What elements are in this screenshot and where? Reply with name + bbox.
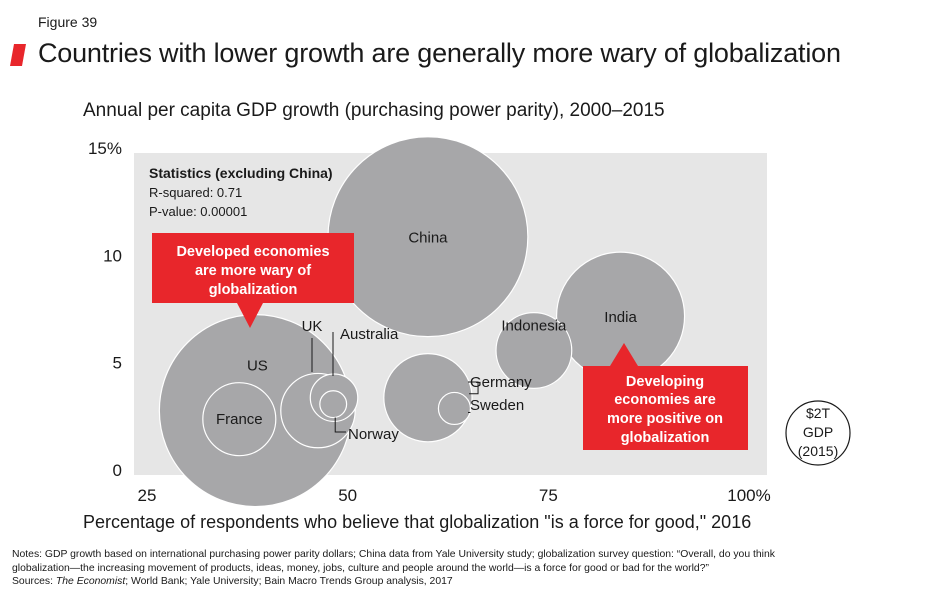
developed-economies-callout: Developed economies are more wary of glo…	[152, 233, 354, 328]
sources-italic: The Economist	[55, 576, 126, 587]
sources-rest: ; World Bank; Yale University; Bain Macr…	[125, 576, 453, 587]
legend-line: GDP	[803, 424, 833, 440]
label-australia: Australia	[340, 326, 399, 343]
callout-line: globalization	[621, 430, 710, 446]
x-tick-label: 100%	[727, 486, 770, 505]
x-tick-label: 75	[539, 486, 558, 505]
sources-line: Sources: The Economist; World Bank; Yale…	[12, 575, 942, 589]
chart-title: Countries with lower growth are generall…	[38, 38, 841, 68]
label-france: France	[216, 411, 263, 428]
notes-line: globalization—the increasing movement of…	[12, 562, 709, 574]
bubble-sweden	[437, 391, 472, 426]
leader-line-norway	[334, 417, 346, 433]
notes-line: Notes: GDP growth based on international…	[12, 549, 775, 560]
label-china: China	[408, 230, 448, 247]
callout-line: Developing	[626, 374, 704, 390]
y-tick-label: 10	[103, 246, 122, 265]
label-germany: Germany	[470, 374, 532, 391]
y-tick-label: 0	[113, 461, 122, 480]
title-accent-mark	[10, 44, 26, 66]
figure-label: Figure 39	[38, 14, 98, 30]
bubble-france	[202, 382, 277, 457]
label-sweden: Sweden	[470, 397, 524, 414]
bubble-indonesia	[495, 312, 573, 389]
y-tick-label: 15%	[88, 139, 122, 158]
developing-economies-callout: Developing economies are more positive o…	[583, 343, 748, 450]
label-uk: UK	[302, 318, 323, 335]
label-norway: Norway	[348, 426, 399, 443]
x-tick-label: 50	[338, 486, 357, 505]
y-axis-title: Annual per capita GDP growth (purchasing…	[83, 100, 665, 121]
x-axis-title: Percentage of respondents who believe th…	[83, 512, 752, 532]
callout-line: economies are	[614, 392, 716, 408]
callout-line: globalization	[209, 282, 298, 298]
x-tick-label: 25	[138, 486, 157, 505]
label-us: US	[247, 358, 268, 375]
callout-line: are more wary of	[195, 263, 311, 279]
bubble-size-legend: $2T GDP (2015)	[785, 400, 851, 466]
legend-line: (2015)	[798, 443, 838, 459]
legend-circle	[785, 400, 851, 466]
footnotes: Notes: GDP growth based on international…	[12, 548, 942, 589]
callout-line: Developed economies	[176, 244, 329, 260]
label-india: India	[604, 309, 637, 326]
label-indonesia: Indonesia	[501, 317, 567, 334]
statistics-heading: Statistics (excluding China)	[149, 165, 333, 181]
bubble-norway	[319, 390, 348, 419]
legend-line: $2T	[806, 405, 831, 421]
leader-line-germany	[468, 381, 479, 395]
p-value-text: P-value: 0.00001	[149, 204, 247, 219]
r-squared-text: R-squared: 0.71	[149, 185, 242, 200]
sources-prefix: Sources:	[12, 576, 56, 587]
callout-line: more positive on	[607, 411, 723, 427]
y-tick-label: 5	[113, 354, 122, 373]
